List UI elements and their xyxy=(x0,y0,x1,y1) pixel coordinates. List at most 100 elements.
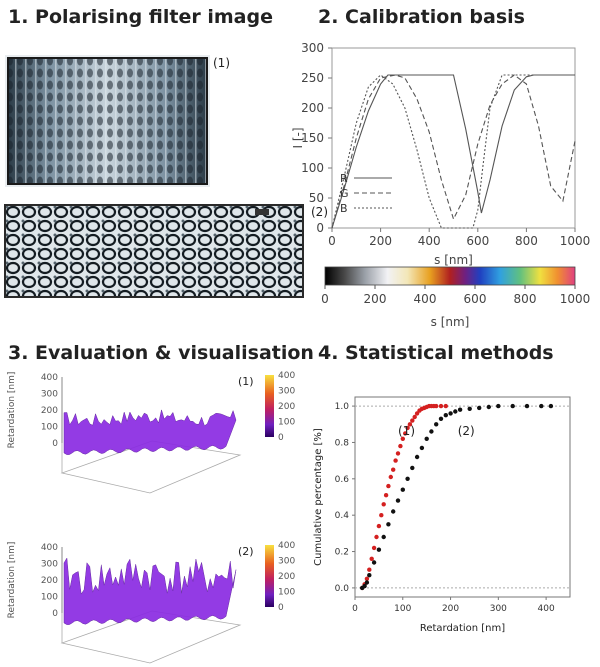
data-point-1 xyxy=(398,443,403,449)
z-tick-label: 300 xyxy=(41,390,58,400)
data-point-1 xyxy=(391,467,396,472)
colorbar-tick-label: 400 xyxy=(414,292,437,306)
colorbar-tick-label: 300 xyxy=(278,557,295,567)
colorbar-axis-label: s [nm] xyxy=(431,315,470,329)
polarising-image-2 xyxy=(4,204,304,298)
colorbar-tick-label: 400 xyxy=(278,541,295,551)
data-point-2 xyxy=(548,403,554,409)
retardation-colorbar: 0 200 400 600 800 1000 s [nm] xyxy=(321,266,590,329)
data-point-1 xyxy=(405,425,410,431)
y-tick-label: 0.8 xyxy=(335,438,350,448)
data-point-2 xyxy=(453,409,458,414)
data-point-1 xyxy=(367,567,372,572)
y-axis-label: Cumulative percentage [%] xyxy=(313,428,324,566)
data-point-2 xyxy=(424,436,429,441)
data-point-1 xyxy=(369,556,374,561)
image-label-1: (1) xyxy=(213,56,230,70)
x-tick-label: 600 xyxy=(466,234,489,248)
y-axis-label: I [-] xyxy=(291,127,305,148)
y-tick-label: 0.2 xyxy=(335,548,349,558)
y-tick-label: 0.4 xyxy=(335,511,350,521)
panel4-heading: 4. Statistical methods xyxy=(318,342,554,364)
data-point-1 xyxy=(364,576,370,581)
data-point-1 xyxy=(393,458,398,463)
z-tick-label: 100 xyxy=(41,593,58,603)
data-point-1 xyxy=(410,418,415,423)
data-point-2 xyxy=(496,403,501,409)
cumulative-chart: 0.0 0.2 0.4 0.6 0.8 1.0 0 100 200 300 400 Retardati… xyxy=(313,396,571,634)
surface-plot-1: 400 300 200 100 0 Retardation [nm] 400 300 200 10… xyxy=(7,371,295,494)
image-label-2: (2) xyxy=(311,205,328,219)
z-tick-label: 0 xyxy=(52,439,58,449)
data-point-2 xyxy=(448,411,453,416)
data-point-1 xyxy=(383,493,389,498)
data-point-2 xyxy=(539,403,544,409)
data-point-2 xyxy=(367,573,372,578)
surface-label: (1) xyxy=(238,375,254,388)
data-point-1 xyxy=(438,403,444,409)
data-point-1 xyxy=(395,451,401,456)
data-point-1 xyxy=(412,414,417,420)
colorbar-tick-label: 100 xyxy=(278,418,295,428)
colorbar-tick-label: 0 xyxy=(278,433,284,443)
data-point-1 xyxy=(379,513,384,518)
data-point-2 xyxy=(386,522,391,527)
z-tick-label: 100 xyxy=(41,423,58,433)
plot-frame xyxy=(354,396,571,598)
data-point-2 xyxy=(364,580,370,585)
series-line-G xyxy=(331,74,576,229)
data-point-2 xyxy=(524,403,530,409)
y-tick-label: 300 xyxy=(301,41,324,55)
y-tick-label: 50 xyxy=(309,191,324,205)
y-tick-label: 1.0 xyxy=(335,402,350,412)
x-tick-label: 800 xyxy=(515,234,538,248)
legend-label-G: G xyxy=(340,187,349,200)
x-tick-label: 400 xyxy=(538,604,555,614)
data-point-2 xyxy=(467,406,472,411)
x-tick-label: 0 xyxy=(352,604,358,614)
panel2-heading: 2. Calibration basis xyxy=(318,6,525,28)
z-axis-label: Retardation [nm] xyxy=(7,372,17,449)
colorbar-tick-label: 0 xyxy=(278,603,284,613)
z-tick-label: 200 xyxy=(41,576,58,586)
z-tick-label: 200 xyxy=(41,406,58,416)
data-point-2 xyxy=(400,487,405,492)
data-point-2 xyxy=(371,560,377,565)
z-tick-label: 0 xyxy=(52,609,58,619)
data-point-2 xyxy=(381,534,386,540)
x-tick-label: 1000 xyxy=(560,234,591,248)
data-point-1 xyxy=(386,483,391,489)
colorbar-tick-label: 400 xyxy=(278,371,295,381)
data-point-2 xyxy=(457,407,463,412)
x-tick-label: 300 xyxy=(490,604,507,614)
y-tick-label: 0.6 xyxy=(335,475,350,485)
colorbar-tick-label: 100 xyxy=(278,588,295,598)
data-point-1 xyxy=(400,436,405,441)
data-point-1 xyxy=(388,474,393,480)
x-tick-label: 100 xyxy=(394,604,411,614)
surface-label: (2) xyxy=(238,545,254,558)
surface-colorbar xyxy=(265,375,274,437)
y-tick-label: 250 xyxy=(301,71,324,85)
series-label-2: (2) xyxy=(458,424,475,438)
colorbar-tick-label: 800 xyxy=(514,292,537,306)
series-line-B xyxy=(331,74,575,229)
colorbar-tick-label: 200 xyxy=(278,572,295,582)
x-axis-label: Retardation [nm] xyxy=(420,623,505,634)
data-point-2 xyxy=(414,454,420,460)
panel1-heading: 1. Polarising filter image xyxy=(8,6,273,28)
colorbar-tick-label: 600 xyxy=(464,292,487,306)
y-tick-label: 100 xyxy=(301,161,324,175)
data-point-1 xyxy=(381,502,386,507)
data-point-2 xyxy=(405,476,410,481)
data-point-1 xyxy=(403,431,408,436)
data-point-2 xyxy=(376,547,382,552)
data-point-1 xyxy=(434,403,439,409)
z-tick-label: 400 xyxy=(41,373,58,383)
y-tick-label: 200 xyxy=(301,101,324,115)
legend-label-B: B xyxy=(340,202,348,215)
panel3-heading: 3. Evaluation & visualisation xyxy=(8,342,314,364)
legend-label-R: R xyxy=(340,172,348,185)
data-point-2 xyxy=(477,405,482,411)
data-point-2 xyxy=(395,498,401,503)
